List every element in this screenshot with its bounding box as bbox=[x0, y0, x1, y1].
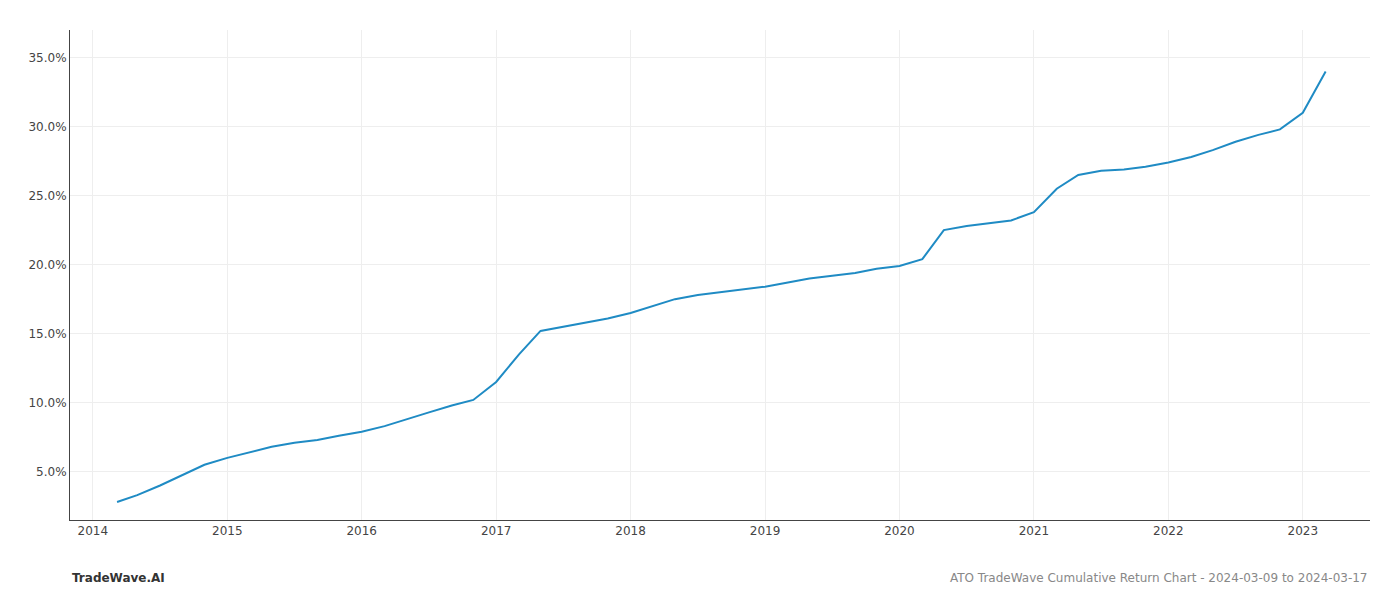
svg-text:TradeWave.AI: TradeWave.AI bbox=[72, 571, 165, 585]
svg-text:2017: 2017 bbox=[481, 524, 512, 538]
svg-text:15.0%: 15.0% bbox=[28, 327, 66, 341]
svg-text:2021: 2021 bbox=[1019, 524, 1050, 538]
svg-text:20.0%: 20.0% bbox=[28, 258, 66, 272]
svg-text:25.0%: 25.0% bbox=[28, 189, 66, 203]
svg-text:2018: 2018 bbox=[615, 524, 646, 538]
svg-text:ATO TradeWave Cumulative Retur: ATO TradeWave Cumulative Return Chart - … bbox=[950, 571, 1368, 585]
svg-text:35.0%: 35.0% bbox=[28, 51, 66, 65]
svg-text:2020: 2020 bbox=[884, 524, 915, 538]
svg-text:2022: 2022 bbox=[1153, 524, 1184, 538]
svg-text:5.0%: 5.0% bbox=[36, 465, 67, 479]
svg-text:2023: 2023 bbox=[1288, 524, 1319, 538]
svg-text:2016: 2016 bbox=[346, 524, 377, 538]
svg-text:10.0%: 10.0% bbox=[28, 396, 66, 410]
svg-text:2015: 2015 bbox=[212, 524, 243, 538]
svg-text:30.0%: 30.0% bbox=[28, 120, 66, 134]
svg-text:2014: 2014 bbox=[78, 524, 109, 538]
svg-text:2019: 2019 bbox=[750, 524, 781, 538]
